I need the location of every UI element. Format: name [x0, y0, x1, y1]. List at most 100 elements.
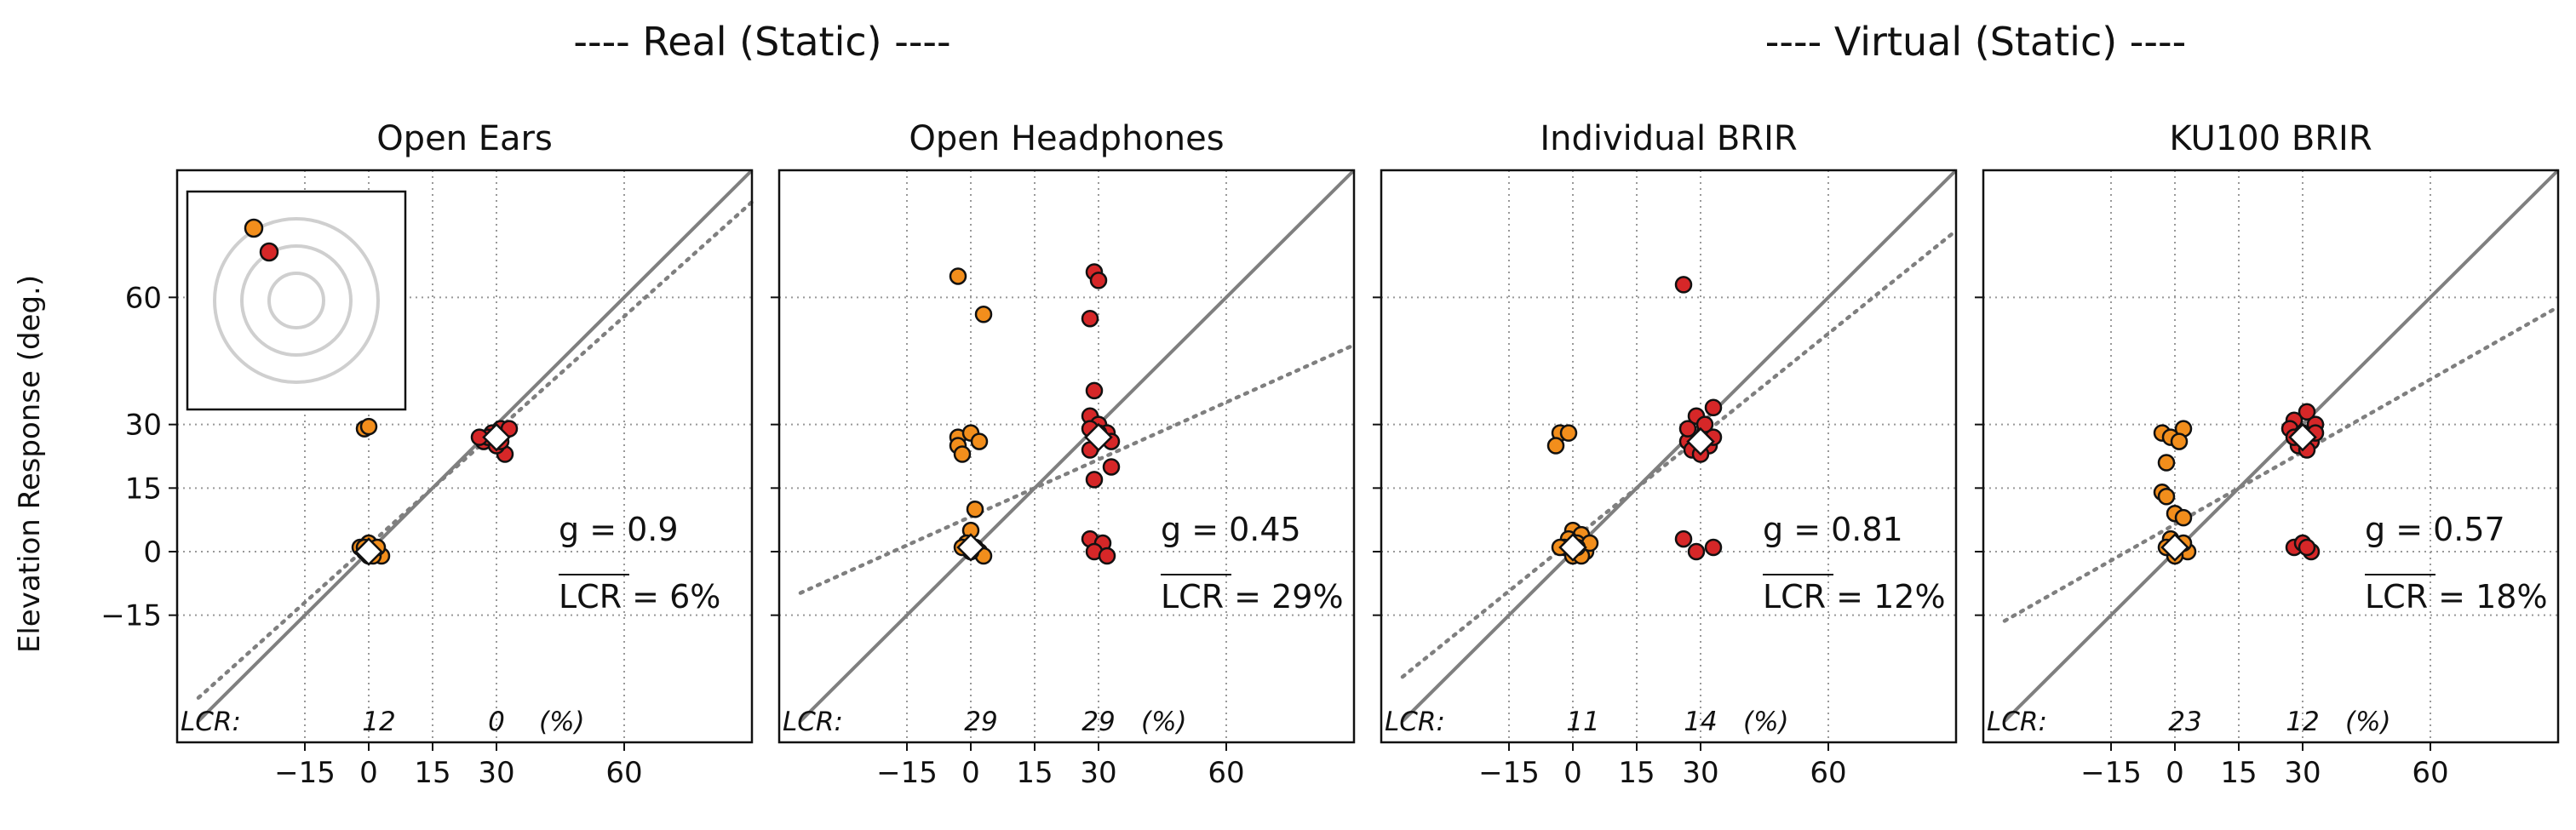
data-point-series-2 — [1674, 276, 1693, 294]
group-title-virtual: ---- Virtual (Static) ---- — [1764, 19, 2187, 65]
x-tick-label: 15 — [414, 756, 450, 790]
x-tick-label: 30 — [1682, 756, 1718, 790]
lcr-annotation: LCR = 12% — [1763, 578, 1946, 615]
data-point-series-2 — [1704, 398, 1723, 417]
data-point-series-2 — [1678, 420, 1697, 438]
lcr-row-prefix: LCR: — [1987, 707, 2047, 737]
group-title-real: ---- Real (Static) ---- — [573, 19, 951, 65]
panel-title: Open Headphones — [909, 119, 1224, 158]
gain-annotation: g = 0.57 — [2365, 511, 2505, 548]
panel-2: Open Headphones −15 0 15 30 60 g = 0.45 LCR = 2… — [771, 119, 1357, 790]
lcr-row-unit: (%) — [2345, 707, 2391, 737]
mean-marker — [956, 533, 985, 562]
identity-line — [799, 169, 1356, 723]
lcr-row-unit: (%) — [1141, 707, 1187, 737]
x-tick-label: 60 — [1810, 756, 1846, 790]
lcr-row-value: 29 — [964, 707, 997, 737]
x-tick-label: 30 — [1080, 756, 1116, 790]
identity-line — [197, 169, 754, 723]
lcr-annotation: LCR = 18% — [2365, 578, 2548, 615]
panel-title: KU100 BRIR — [2169, 119, 2372, 158]
data-point-series-2 — [1081, 309, 1099, 328]
x-tick-label: 0 — [1563, 756, 1582, 790]
data-point-series-2 — [1089, 272, 1108, 289]
mean-marker — [354, 537, 383, 566]
data-point-series-1 — [953, 445, 972, 463]
inset-ring — [213, 217, 380, 384]
x-tick-label: 0 — [359, 756, 378, 790]
fit-line — [1400, 228, 1959, 679]
data-point-series-1 — [2170, 432, 2189, 450]
panel-title: Individual BRIR — [1540, 119, 1797, 158]
data-point-series-2 — [1674, 529, 1693, 548]
inset-point — [259, 242, 279, 262]
lcr-row-value: 29 — [1081, 707, 1115, 737]
x-tick-label: 30 — [2284, 756, 2321, 790]
data-point-series-2 — [2298, 403, 2316, 421]
x-tick-label: 15 — [1016, 756, 1053, 790]
data-point-series-2 — [2298, 538, 2316, 557]
data-point-series-1 — [2157, 488, 2176, 506]
data-point-series-1 — [970, 432, 989, 450]
x-tick-label: −15 — [274, 756, 336, 790]
gain-annotation: g = 0.81 — [1763, 511, 1903, 548]
inset — [186, 190, 407, 411]
lcr-row-value: 12 — [2286, 707, 2319, 737]
data-point-series-2 — [1098, 547, 1116, 565]
data-point-series-1 — [2174, 508, 2193, 527]
panel-title: Open Ears — [376, 119, 553, 158]
mean-marker — [1558, 533, 1587, 562]
lcr-row-value: 14 — [1684, 707, 1717, 737]
data-point-series-2 — [1102, 458, 1121, 476]
inset-ring — [267, 272, 325, 329]
data-point-series-1 — [2157, 454, 2176, 472]
fit-line — [196, 200, 754, 700]
panel-3: Individual BRIR −15 0 15 30 60 g = 0.81 LCR = 1… — [1373, 119, 1959, 790]
axes-frame — [175, 169, 754, 744]
inset-ring — [240, 244, 353, 357]
mean-marker — [482, 422, 511, 452]
lcr-annotation: LCR = 6% — [559, 578, 720, 615]
lcr-row-value: 0 — [488, 707, 505, 737]
mean-marker — [1686, 426, 1715, 456]
axes-frame — [1982, 169, 2560, 744]
x-tick-label: 0 — [2166, 756, 2184, 790]
lcr-row-prefix: LCR: — [1385, 707, 1445, 737]
mean-marker — [2288, 422, 2317, 452]
gain-annotation: g = 0.45 — [1161, 511, 1301, 548]
x-tick-label: −15 — [876, 756, 938, 790]
lcr-row-prefix: LCR: — [783, 707, 843, 737]
x-tick-label: 15 — [1618, 756, 1655, 790]
x-tick-label: 60 — [2412, 756, 2448, 790]
fit-line — [798, 343, 1357, 595]
y-axis-label: Elevation Response (deg.) — [13, 275, 47, 653]
data-point-series-1 — [974, 305, 993, 323]
gain-annotation: g = 0.9 — [559, 511, 679, 548]
identity-line — [2003, 169, 2560, 723]
inset-frame — [186, 190, 407, 411]
lcr-row-unit: (%) — [1743, 707, 1789, 737]
data-point-series-2 — [1704, 538, 1723, 557]
data-point-series-1 — [1546, 437, 1565, 455]
panel-4: KU100 BRIR −15 0 15 30 60 g = 0.57 LCR = 18% LCR… — [1975, 119, 2561, 790]
y-tick-label: 30 — [125, 409, 162, 443]
x-tick-label: −15 — [1478, 756, 1540, 790]
lcr-row-value: 12 — [362, 707, 395, 737]
lcr-annotation: LCR = 29% — [1161, 578, 1344, 615]
mean-marker — [1084, 422, 1113, 452]
x-tick-label: 15 — [2220, 756, 2257, 790]
y-tick-label: 0 — [143, 535, 162, 570]
y-tick-label: 60 — [125, 281, 162, 315]
x-tick-label: 60 — [605, 756, 642, 790]
data-point-series-2 — [1085, 471, 1104, 489]
x-tick-label: −15 — [2080, 756, 2142, 790]
x-tick-label: 0 — [961, 756, 980, 790]
x-tick-label: 60 — [1208, 756, 1244, 790]
lcr-row-prefix: LCR: — [181, 707, 241, 737]
data-point-series-1 — [359, 417, 378, 436]
lcr-row-value: 23 — [2168, 707, 2201, 737]
panel-1: Open Ears −15 0 15 30 60 60 30 15 0 −15 g = 0.9 LCR … — [100, 119, 754, 790]
y-tick-label: 15 — [125, 472, 162, 506]
identity-line — [1401, 169, 1958, 723]
